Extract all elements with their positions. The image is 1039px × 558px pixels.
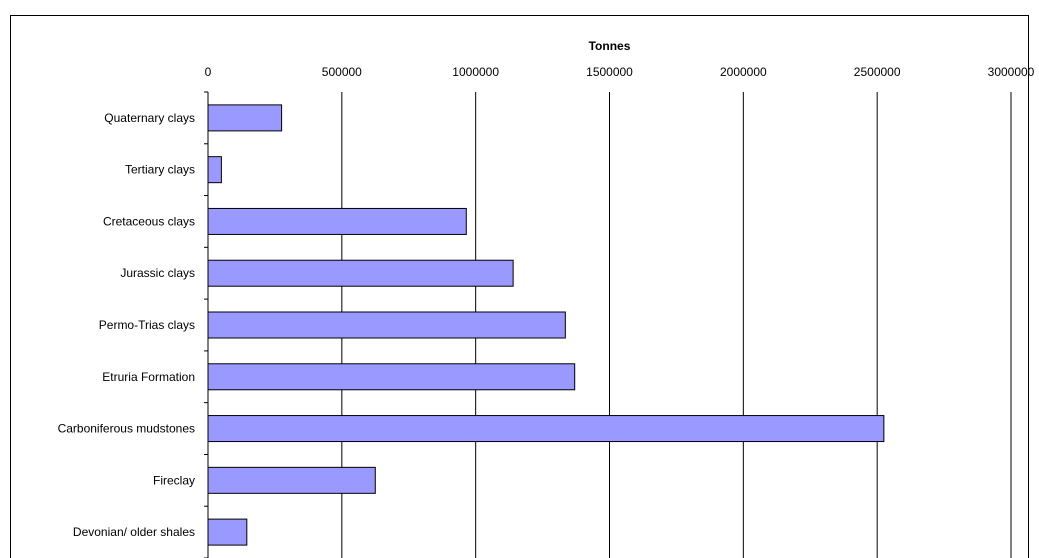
bar — [207, 518, 248, 546]
category-label: Carboniferous mudstones — [58, 422, 195, 436]
bar — [207, 156, 222, 184]
category-label: Devonian/ older shales — [73, 525, 195, 539]
x-tick-label: 1000000 — [452, 65, 499, 79]
bars — [207, 104, 885, 546]
bar — [207, 311, 566, 339]
bar — [207, 466, 376, 494]
x-tick-label: 0 — [205, 65, 212, 79]
x-tick-label: 500000 — [322, 65, 362, 79]
category-label: Permo-Trias clays — [99, 318, 195, 332]
category-label: Etruria Formation — [102, 370, 195, 384]
category-label: Tertiary clays — [125, 163, 195, 177]
category-label: Jurassic clays — [120, 266, 195, 280]
category-label: Cretaceous clays — [103, 214, 195, 228]
axes — [204, 91, 209, 558]
x-tick-label: 3000000 — [988, 65, 1035, 79]
bar — [207, 104, 283, 132]
x-tick-label: 2500000 — [854, 65, 901, 79]
x-tick-label: 2000000 — [720, 65, 767, 79]
x-tick-label: 1500000 — [586, 65, 633, 79]
x-axis-title: Tonnes — [589, 39, 631, 53]
category-label: Quaternary clays — [104, 111, 195, 125]
chart-frame — [10, 15, 1029, 558]
bar — [207, 207, 467, 235]
x-tick-labels: 0 500000 1000000 1500000 2000000 2500000 30000… — [205, 65, 1035, 79]
bar — [207, 363, 576, 391]
category-labels: Quaternary clays Tertiary clays Cretaceous… — [58, 111, 195, 539]
category-label: Fireclay — [153, 473, 195, 487]
bar — [207, 415, 885, 443]
bar — [207, 259, 514, 287]
